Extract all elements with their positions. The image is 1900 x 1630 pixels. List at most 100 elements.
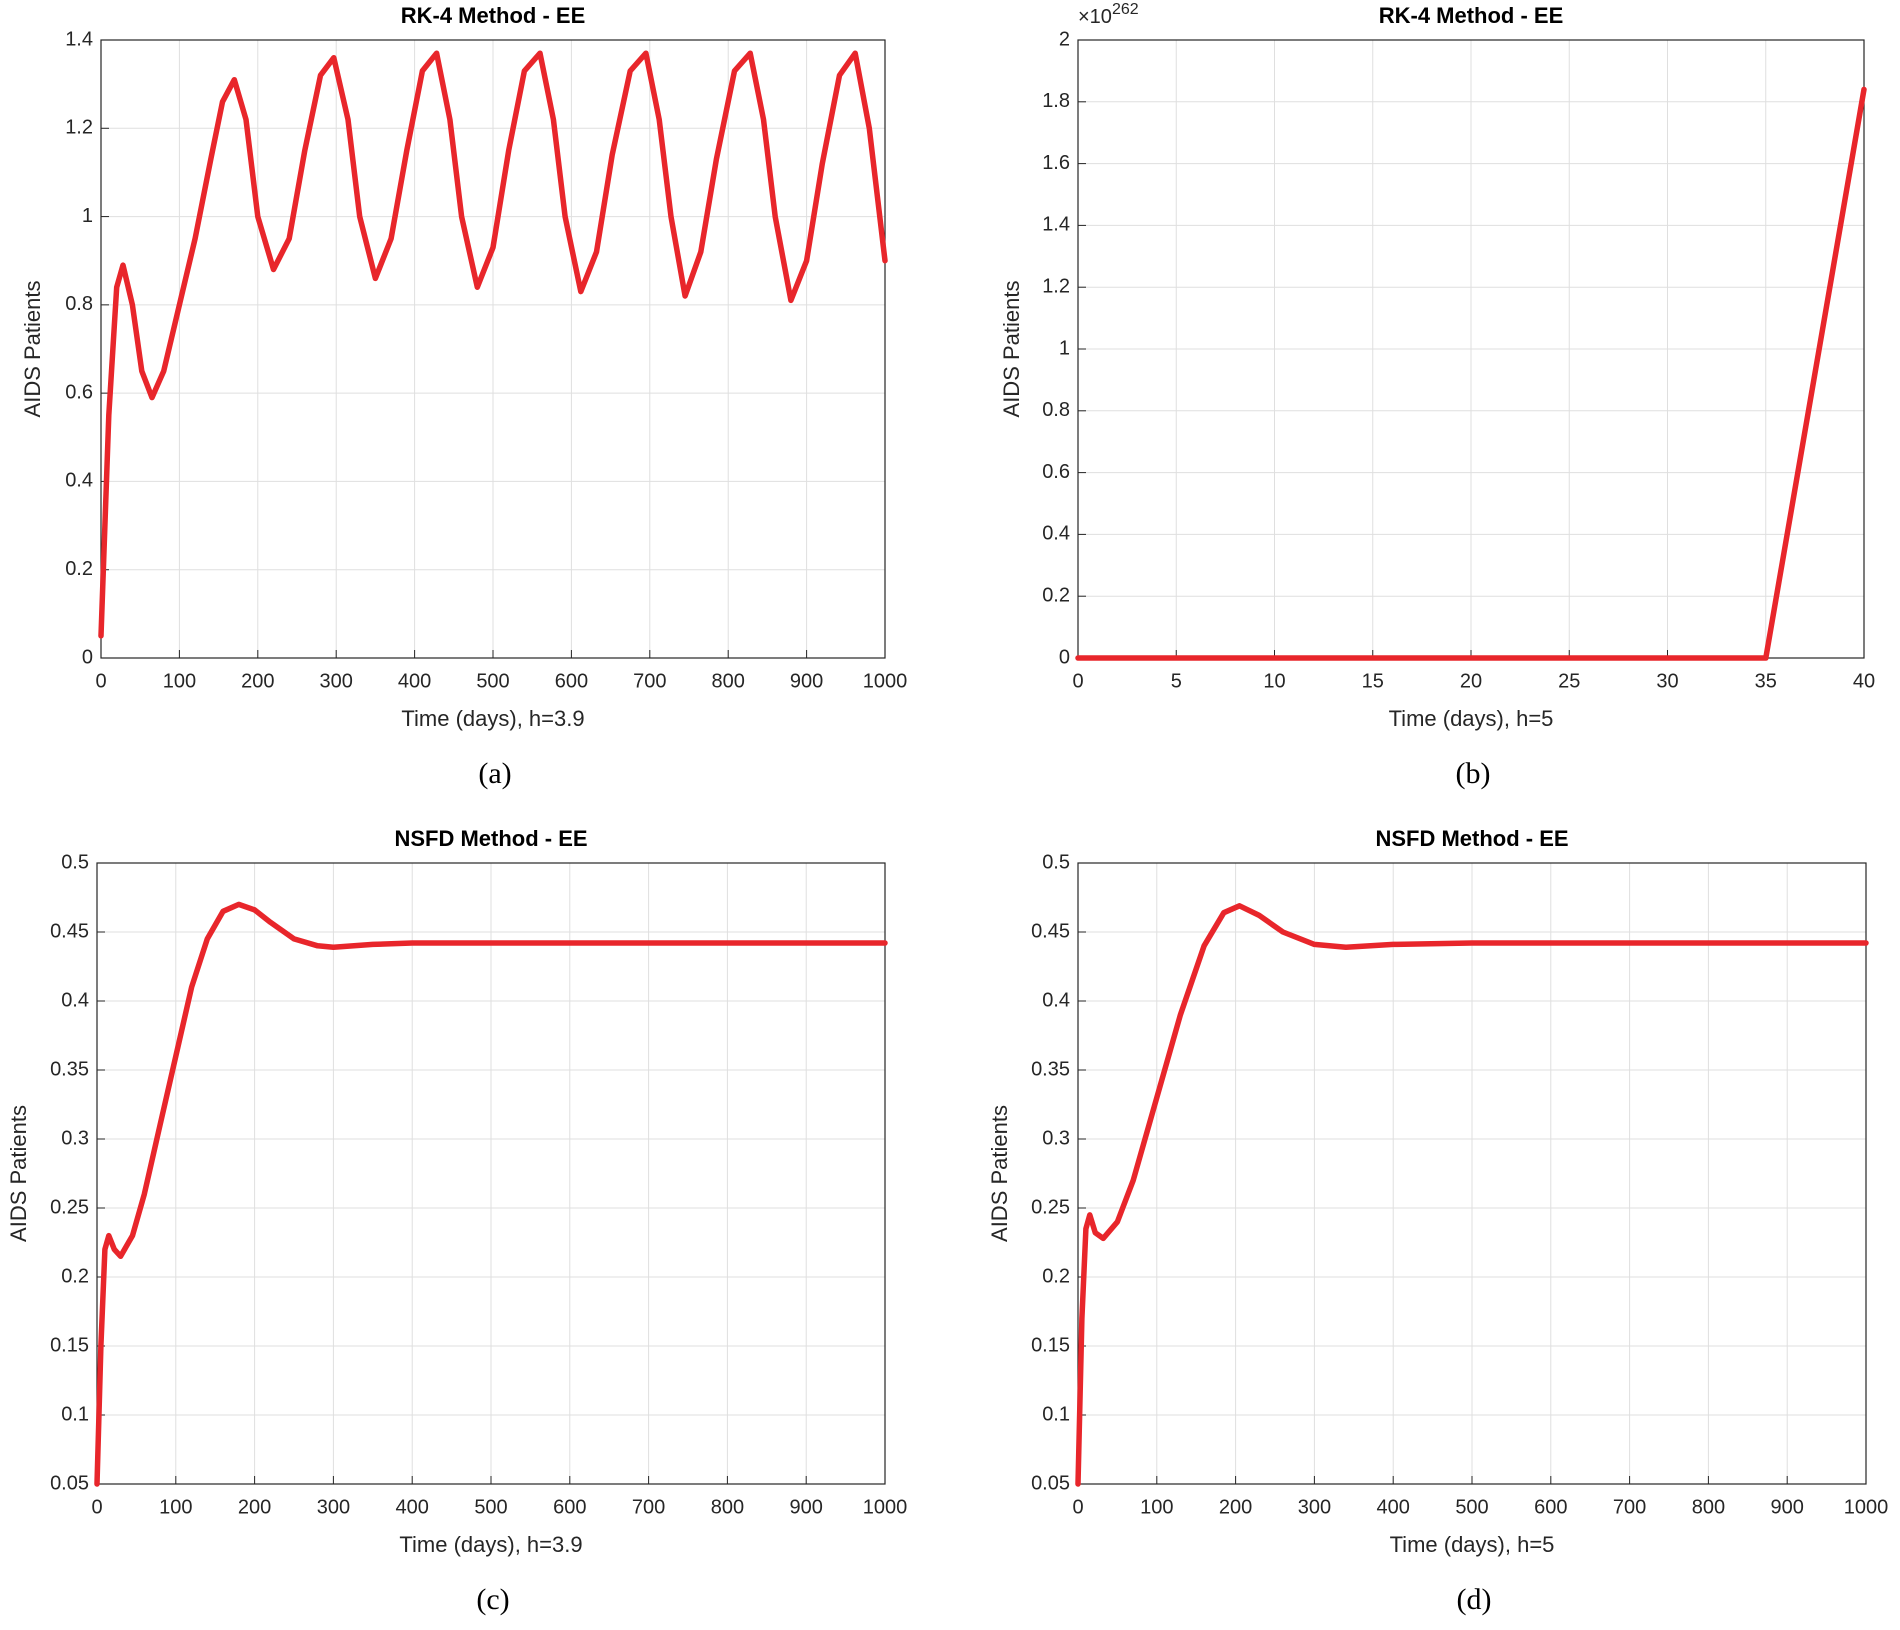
x-tick-label: 800 xyxy=(712,670,745,692)
data-line xyxy=(98,50,888,639)
chart-title: NSFD Method - EE xyxy=(394,826,587,851)
x-tick-label: 5 xyxy=(1171,670,1182,692)
x-tick-label: 15 xyxy=(1362,670,1384,692)
y-tick-label: 0.5 xyxy=(61,851,89,873)
chart: 0 5 10 15 20 25 30 35 40 0 0.2 0.4 0.6 0.8 1 1.2 1.4 1.6 1… xyxy=(999,1,1875,790)
x-tick-label: 1000 xyxy=(1844,1496,1889,1518)
x-axis-label: Time (days), h=3.9 xyxy=(399,1532,582,1557)
x-tick-label: 400 xyxy=(1377,1496,1410,1518)
y-tick-label: 0.1 xyxy=(1042,1403,1070,1425)
x-tick-label: 600 xyxy=(553,1496,586,1518)
y-axis-label: AIDS Patients xyxy=(987,1105,1012,1242)
x-tick-label: 800 xyxy=(1692,1496,1725,1518)
x-tick-label: 400 xyxy=(396,1496,429,1518)
y-tick-label: 0.35 xyxy=(50,1058,89,1080)
x-tick-label: 0 xyxy=(1072,670,1083,692)
y-tick-label: 0.2 xyxy=(1042,584,1070,606)
x-tick-label: 200 xyxy=(1219,1496,1252,1518)
chart-title: NSFD Method - EE xyxy=(1375,826,1568,851)
y-tick-label: 0.2 xyxy=(61,1265,89,1287)
x-axis-label: Time (days), h=5 xyxy=(1389,706,1554,731)
x-tick-label: 1000 xyxy=(863,1496,908,1518)
chart: 0 100 200 300 400 500 600 700 800 900 1000 0.05 0.1 0… xyxy=(6,826,907,1616)
chart-title: RK-4 Method - EE xyxy=(401,3,586,28)
y-tick-label: 0.4 xyxy=(1042,989,1070,1011)
y-tick-label: 1.4 xyxy=(65,28,93,50)
y-axis-label: AIDS Patients xyxy=(20,281,45,418)
x-tick-label: 700 xyxy=(1613,1496,1646,1518)
y-tick-label: 0.8 xyxy=(1042,399,1070,421)
x-tick-label: 500 xyxy=(1455,1496,1488,1518)
y-tick-label: 1.2 xyxy=(1042,275,1070,297)
y-tick-label: 0.25 xyxy=(1031,1196,1070,1218)
y-tick-label: 0.3 xyxy=(61,1127,89,1149)
axes-box xyxy=(1077,862,1867,1485)
y-tick-label: 1.6 xyxy=(1042,152,1070,174)
exponent-power: 262 xyxy=(1112,1,1139,18)
x-tick-label: 100 xyxy=(1140,1496,1173,1518)
y-tick-label: 0.15 xyxy=(1031,1334,1070,1356)
x-tick-label: 200 xyxy=(238,1496,271,1518)
x-tick-label: 200 xyxy=(241,670,274,692)
y-tick-label: 0.15 xyxy=(50,1334,89,1356)
x-tick-label: 1000 xyxy=(863,670,908,692)
x-axis-label: Time (days), h=5 xyxy=(1390,1532,1555,1557)
y-tick-label: 0.3 xyxy=(1042,1127,1070,1149)
x-tick-label: 100 xyxy=(159,1496,192,1518)
y-tick-label: 0.2 xyxy=(1042,1265,1070,1287)
chart: 0 100 200 300 400 500 600 700 800 900 1000 0.05 0.1 0… xyxy=(987,826,1888,1616)
x-tick-label: 300 xyxy=(1298,1496,1331,1518)
x-tick-label: 25 xyxy=(1558,670,1580,692)
axes-box xyxy=(100,39,886,659)
exponent-base: ×10 xyxy=(1078,6,1112,28)
y-tick-label: 0.25 xyxy=(50,1196,89,1218)
caption: (b) xyxy=(1456,757,1491,790)
data-line xyxy=(1075,86,1867,661)
y-tick-label: 0.35 xyxy=(1031,1058,1070,1080)
y-tick-label: 0.5 xyxy=(1042,851,1070,873)
y-tick-label: 0.6 xyxy=(1042,461,1070,483)
x-tick-label: 0 xyxy=(95,670,106,692)
x-tick-label: 400 xyxy=(398,670,431,692)
x-tick-label: 600 xyxy=(555,670,588,692)
x-tick-label: 900 xyxy=(790,670,823,692)
x-tick-label: 600 xyxy=(1534,1496,1567,1518)
y-axis-label: AIDS Patients xyxy=(6,1105,31,1242)
x-tick-label: 900 xyxy=(1771,1496,1804,1518)
y-tick-label: 0 xyxy=(1059,646,1070,668)
y-tick-label: 0.6 xyxy=(65,381,93,403)
caption: (a) xyxy=(478,757,511,790)
x-tick-label: 0 xyxy=(91,1496,102,1518)
x-tick-label: 500 xyxy=(474,1496,507,1518)
x-tick-label: 35 xyxy=(1755,670,1777,692)
y-tick-label: 1.4 xyxy=(1042,214,1070,236)
x-tick-label: 500 xyxy=(476,670,509,692)
x-tick-label: 700 xyxy=(632,1496,665,1518)
y-exponent: ×10262 xyxy=(1078,1,1139,28)
x-tick-label: 30 xyxy=(1656,670,1678,692)
x-tick-label: 40 xyxy=(1853,670,1875,692)
x-tick-label: 800 xyxy=(711,1496,744,1518)
x-tick-label: 0 xyxy=(1072,1496,1083,1518)
y-tick-label: 0.2 xyxy=(65,558,93,580)
data-line xyxy=(1075,903,1869,1487)
y-tick-label: 0.45 xyxy=(50,920,89,942)
y-tick-label: 0.4 xyxy=(61,989,89,1011)
y-tick-label: 0.05 xyxy=(1031,1472,1070,1494)
y-tick-label: 0 xyxy=(82,646,93,668)
x-tick-label: 300 xyxy=(320,670,353,692)
caption: (d) xyxy=(1457,1583,1492,1616)
caption: (c) xyxy=(476,1583,509,1616)
x-tick-label: 100 xyxy=(163,670,196,692)
y-axis-label: AIDS Patients xyxy=(999,281,1024,418)
y-tick-label: 0.45 xyxy=(1031,920,1070,942)
y-tick-label: 1.8 xyxy=(1042,90,1070,112)
y-tick-label: 0.05 xyxy=(50,1472,89,1494)
y-tick-label: 0.4 xyxy=(65,470,93,492)
y-tick-label: 1 xyxy=(1059,337,1070,359)
y-tick-label: 1.2 xyxy=(65,117,93,139)
data-line xyxy=(94,901,888,1487)
y-tick-label: 1 xyxy=(82,205,93,227)
x-tick-label: 900 xyxy=(790,1496,823,1518)
